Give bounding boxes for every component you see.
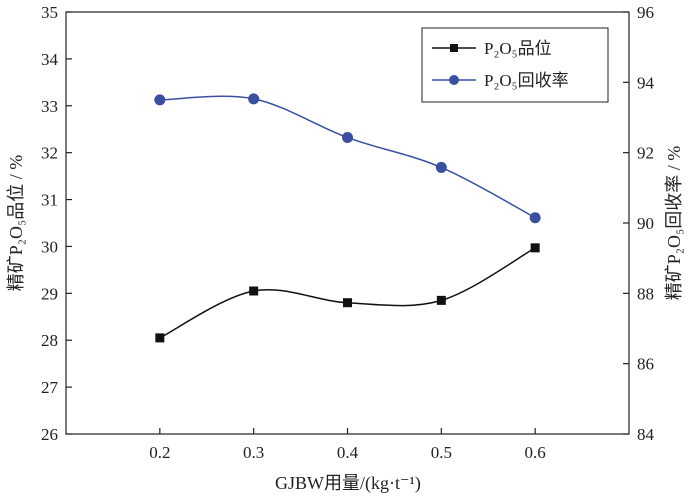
y-right-tick-label: 92 xyxy=(637,144,654,163)
y-right-axis-label: 精矿P₂O₅回收率 / % xyxy=(664,146,684,301)
y-right-tick-label: 88 xyxy=(637,284,654,303)
y-right-tick-label: 94 xyxy=(637,73,655,92)
y-left-tick-label: 31 xyxy=(41,191,58,210)
data-point-grade xyxy=(530,243,540,253)
y-right-tick-label: 90 xyxy=(637,214,654,233)
y-right-tick-label: 84 xyxy=(637,425,655,444)
axis-ticks: 26 27 28 29 30 31 32 33 34 35 84 86 88 90 92 94 96 0.2 0.3… xyxy=(41,3,655,462)
y-left-tick-label: 32 xyxy=(41,144,58,163)
data-point-grade xyxy=(436,295,446,305)
y-left-tick-label: 27 xyxy=(41,378,59,397)
data-point-grade xyxy=(343,298,352,308)
legend-marker-grade xyxy=(450,44,458,52)
y-right-tick-label: 86 xyxy=(637,355,654,374)
x-tick-label: 0.3 xyxy=(243,443,264,462)
y-left-tick-label: 26 xyxy=(41,425,58,444)
x-tick-label: 0.6 xyxy=(525,443,546,462)
y-left-tick-label: 34 xyxy=(41,50,59,69)
data-point-grade xyxy=(249,286,259,296)
y-left-tick-label: 35 xyxy=(41,3,58,22)
legend-marker-recovery xyxy=(449,75,459,85)
series-line-grade xyxy=(159,247,536,339)
data-point-recovery xyxy=(435,161,447,173)
x-axis-label: GJBW用量/(kg·t⁻¹) xyxy=(275,473,421,494)
legend-box xyxy=(421,27,609,103)
data-point-grade xyxy=(155,333,165,343)
legend: P₂O₅品位 P₂O₅回收率 xyxy=(421,27,609,103)
series-markers xyxy=(154,93,541,343)
x-tick-label: 0.4 xyxy=(337,443,359,462)
data-point-recovery xyxy=(154,94,166,106)
y-right-tick-label: 96 xyxy=(637,3,654,22)
data-point-recovery xyxy=(529,212,541,224)
y-left-tick-label: 28 xyxy=(41,331,58,350)
y-left-tick-label: 29 xyxy=(41,284,58,303)
y-left-tick-label: 33 xyxy=(41,97,58,116)
x-tick-label: 0.2 xyxy=(149,443,170,462)
data-point-recovery xyxy=(342,132,353,144)
y-left-tick-label: 30 xyxy=(41,237,58,256)
x-tick-label: 0.5 xyxy=(431,443,452,462)
data-point-recovery xyxy=(248,93,260,105)
legend-label-grade: P₂O₅品位 xyxy=(484,39,552,58)
y-left-axis-label: 精矿P₂O₅品位 / % xyxy=(6,155,26,292)
series-line-recovery xyxy=(159,95,536,219)
legend-label-recovery: P₂O₅回收率 xyxy=(484,71,569,90)
